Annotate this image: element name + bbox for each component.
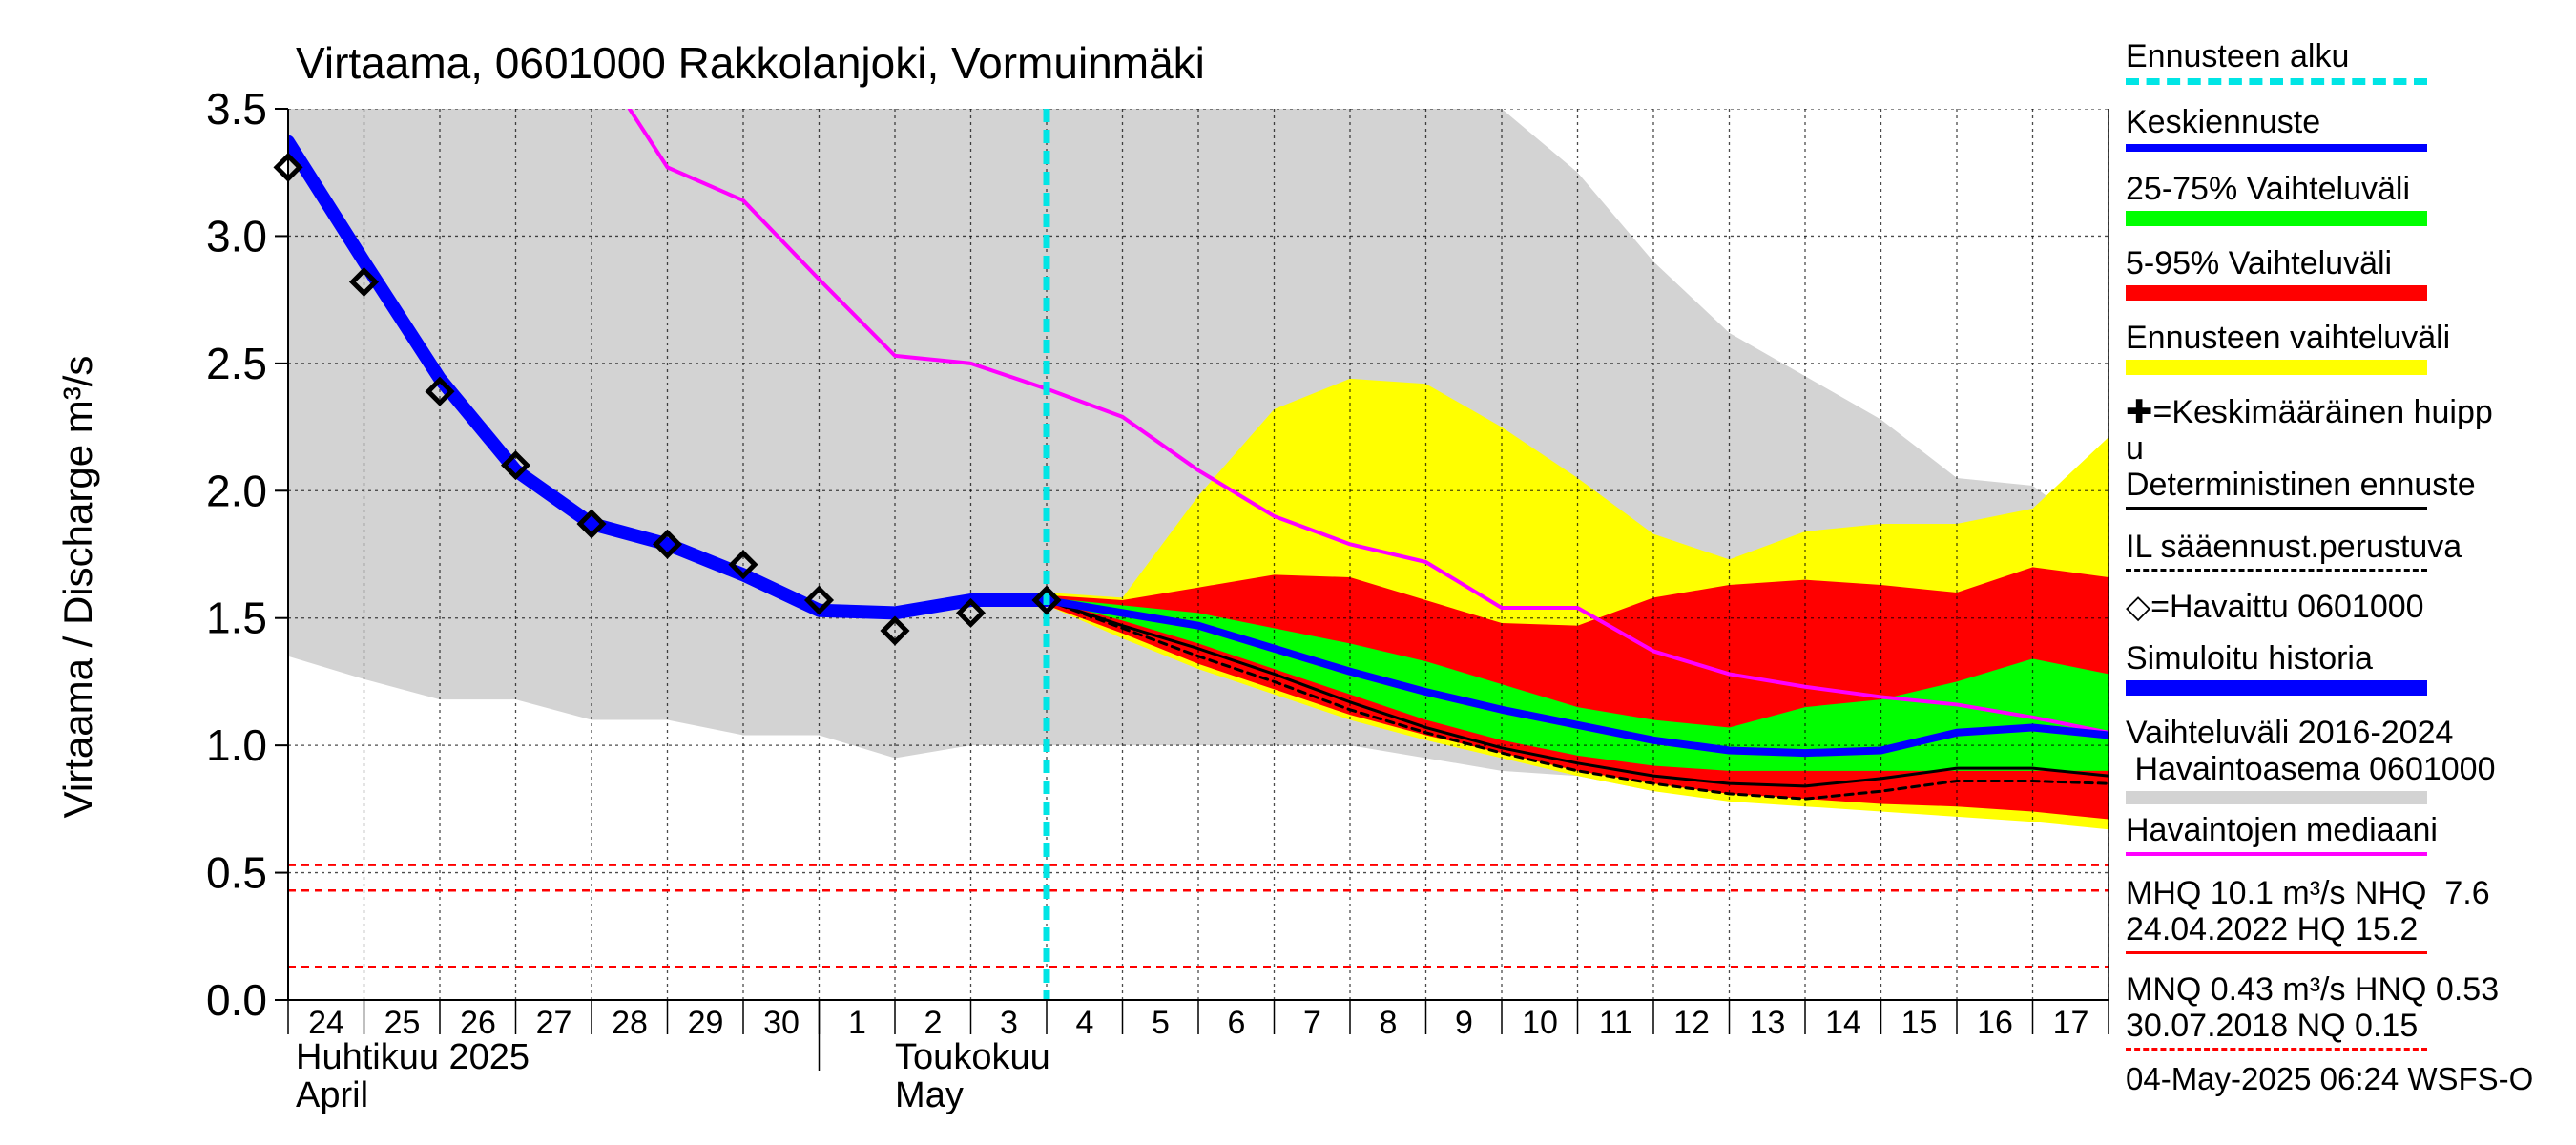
observed-point <box>1031 585 1062 615</box>
legend-item: Ennusteen vaihteluväli <box>2126 320 2565 375</box>
observed-point <box>652 529 683 559</box>
plot-area: 0.00.51.01.52.02.53.03.524 25 26 27 28 29 30 1 2… <box>206 84 2109 1115</box>
x-tick-label: 14 <box>1825 1005 1861 1041</box>
legend-item: Vaihteluväli 2016-2024 Havaintoasema 060… <box>2126 715 2565 804</box>
month-label-en: April <box>296 1075 368 1115</box>
legend-swatch <box>2126 144 2427 152</box>
legend-swatch <box>2126 569 2427 572</box>
legend: Ennusteen alku Keskiennuste 25-75% Vaihtel… <box>2126 38 2565 1051</box>
month-label: Toukokuu <box>895 1037 1050 1077</box>
observed-point <box>425 376 455 406</box>
legend-swatch <box>2126 285 2427 301</box>
legend-label: MNQ 0.43 m³/s HNQ 0.53 30.07.2018 NQ 0.1… <box>2126 971 2500 1044</box>
x-tick-label: 6 <box>1228 1005 1246 1041</box>
observed-point <box>728 550 758 580</box>
legend-swatch <box>2126 507 2427 510</box>
legend-label: IL sääennust.perustuva <box>2126 529 2462 565</box>
legend-item: Havaintojen mediaani <box>2126 812 2565 856</box>
y-tick-label: 1.0 <box>206 720 267 770</box>
legend-swatch <box>2126 791 2427 804</box>
legend-label: MHQ 10.1 m³/s NHQ 7.6 24.04.2022 HQ 15.2 <box>2126 875 2490 947</box>
observed-point <box>348 266 380 297</box>
legend-swatch <box>2126 680 2427 696</box>
legend-item: MHQ 10.1 m³/s NHQ 7.6 24.04.2022 HQ 15.2 <box>2126 875 2565 954</box>
legend-swatch <box>2126 211 2427 226</box>
data-layer <box>288 109 2109 1000</box>
x-tick-label: 2 <box>924 1005 943 1041</box>
simulated-history-line <box>288 135 1053 620</box>
observed-point <box>500 450 531 481</box>
x-tick-label: 15 <box>1901 1005 1938 1041</box>
mean-forecast-line <box>1043 596 2109 758</box>
legend-label: ✚=Keskimääräinen huipp u <box>2126 394 2493 467</box>
x-tick-label: 3 <box>1000 1005 1018 1041</box>
legend-item: Ennusteen alku <box>2126 38 2565 85</box>
x-tick-label: 24 <box>308 1005 344 1041</box>
legend-item: Simuloitu historia <box>2126 640 2565 696</box>
y-tick-label: 3.0 <box>206 211 267 260</box>
y-tick-label: 1.5 <box>206 593 267 643</box>
legend-label: ◇=Havaittu 0601000 <box>2126 589 2424 625</box>
band-25-75 <box>1047 597 2109 771</box>
discharge-chart: Virtaama, 0601000 Rakkolanjoki, Vormuinm… <box>55 38 2109 1115</box>
x-tick-label: 4 <box>1076 1005 1094 1041</box>
legend-item: 25-75% Vaihteluväli <box>2126 171 2565 226</box>
observed-point <box>803 585 835 615</box>
legend-swatch <box>2126 78 2427 85</box>
legend-label: Simuloitu historia <box>2126 640 2373 677</box>
y-tick-label: 2.5 <box>206 339 267 388</box>
legend-item: MNQ 0.43 m³/s HNQ 0.53 30.07.2018 NQ 0.1… <box>2126 971 2565 1051</box>
x-tick-label: 17 <box>2053 1005 2089 1041</box>
x-tick-label: 1 <box>848 1005 866 1041</box>
month-label-en: May <box>895 1075 964 1115</box>
observed-point <box>576 509 607 539</box>
x-tick-label: 16 <box>1977 1005 2013 1041</box>
y-tick-label: 2.0 <box>206 466 267 515</box>
x-tick-label: 13 <box>1750 1005 1786 1041</box>
y-tick-label: 3.5 <box>206 84 267 134</box>
x-tick-label: 8 <box>1380 1005 1398 1041</box>
legend-swatch <box>2126 360 2427 375</box>
x-tick-label: 27 <box>536 1005 572 1041</box>
x-tick-label: 25 <box>384 1005 421 1041</box>
median-line <box>627 109 2109 735</box>
y-tick-label: 0.0 <box>206 975 267 1025</box>
legend-item: IL sääennust.perustuva <box>2126 529 2565 572</box>
legend-swatch <box>2126 1048 2427 1051</box>
legend-label: Vaihteluväli 2016-2024 Havaintoasema 060… <box>2126 715 2496 787</box>
x-tick-label: 29 <box>688 1005 724 1041</box>
x-tick-label: 10 <box>1522 1005 1558 1041</box>
il-forecast-line <box>1045 598 2109 801</box>
legend-item: 5-95% Vaihteluväli <box>2126 245 2565 301</box>
legend-label: 5-95% Vaihteluväli <box>2126 245 2393 281</box>
observed-point <box>955 597 987 628</box>
x-tick-label: 9 <box>1455 1005 1473 1041</box>
y-axis-label: Virtaama / Discharge m³/s <box>55 356 100 819</box>
legend-swatch <box>2126 852 2427 856</box>
x-tick-label: 5 <box>1152 1005 1170 1041</box>
x-tick-label: 26 <box>460 1005 496 1041</box>
legend-item: ✚=Keskimääräinen huipp u <box>2126 394 2565 467</box>
legend-item: Keskiennuste <box>2126 104 2565 152</box>
legend-label: Keskiennuste <box>2126 104 2321 140</box>
legend-label: Ennusteen alku <box>2126 38 2350 74</box>
legend-item: Deterministinen ennuste <box>2126 467 2565 510</box>
legend-swatch <box>2126 951 2427 954</box>
chart-title: Virtaama, 0601000 Rakkolanjoki, Vormuinm… <box>296 38 1205 88</box>
legend-label: Ennusteen vaihteluväli <box>2126 320 2451 356</box>
timestamp-footer: 04-May-2025 06:24 WSFS-O <box>2126 1061 2534 1096</box>
month-label: Huhtikuu 2025 <box>296 1037 530 1077</box>
deterministic-forecast-line <box>1045 598 2109 788</box>
legend-label: Deterministinen ennuste <box>2126 467 2476 503</box>
observed-point <box>880 615 910 646</box>
legend-label: 25-75% Vaihteluväli <box>2126 171 2410 207</box>
x-tick-label: 7 <box>1303 1005 1321 1041</box>
x-tick-label: 28 <box>612 1005 648 1041</box>
y-tick-label: 0.5 <box>206 848 267 898</box>
legend-item: ◇=Havaittu 0601000 <box>2126 589 2565 625</box>
x-tick-label: 12 <box>1673 1005 1710 1041</box>
legend-label: Havaintojen mediaani <box>2126 812 2438 848</box>
x-tick-label: 11 <box>1599 1005 1632 1041</box>
x-tick-label: 30 <box>763 1005 800 1041</box>
